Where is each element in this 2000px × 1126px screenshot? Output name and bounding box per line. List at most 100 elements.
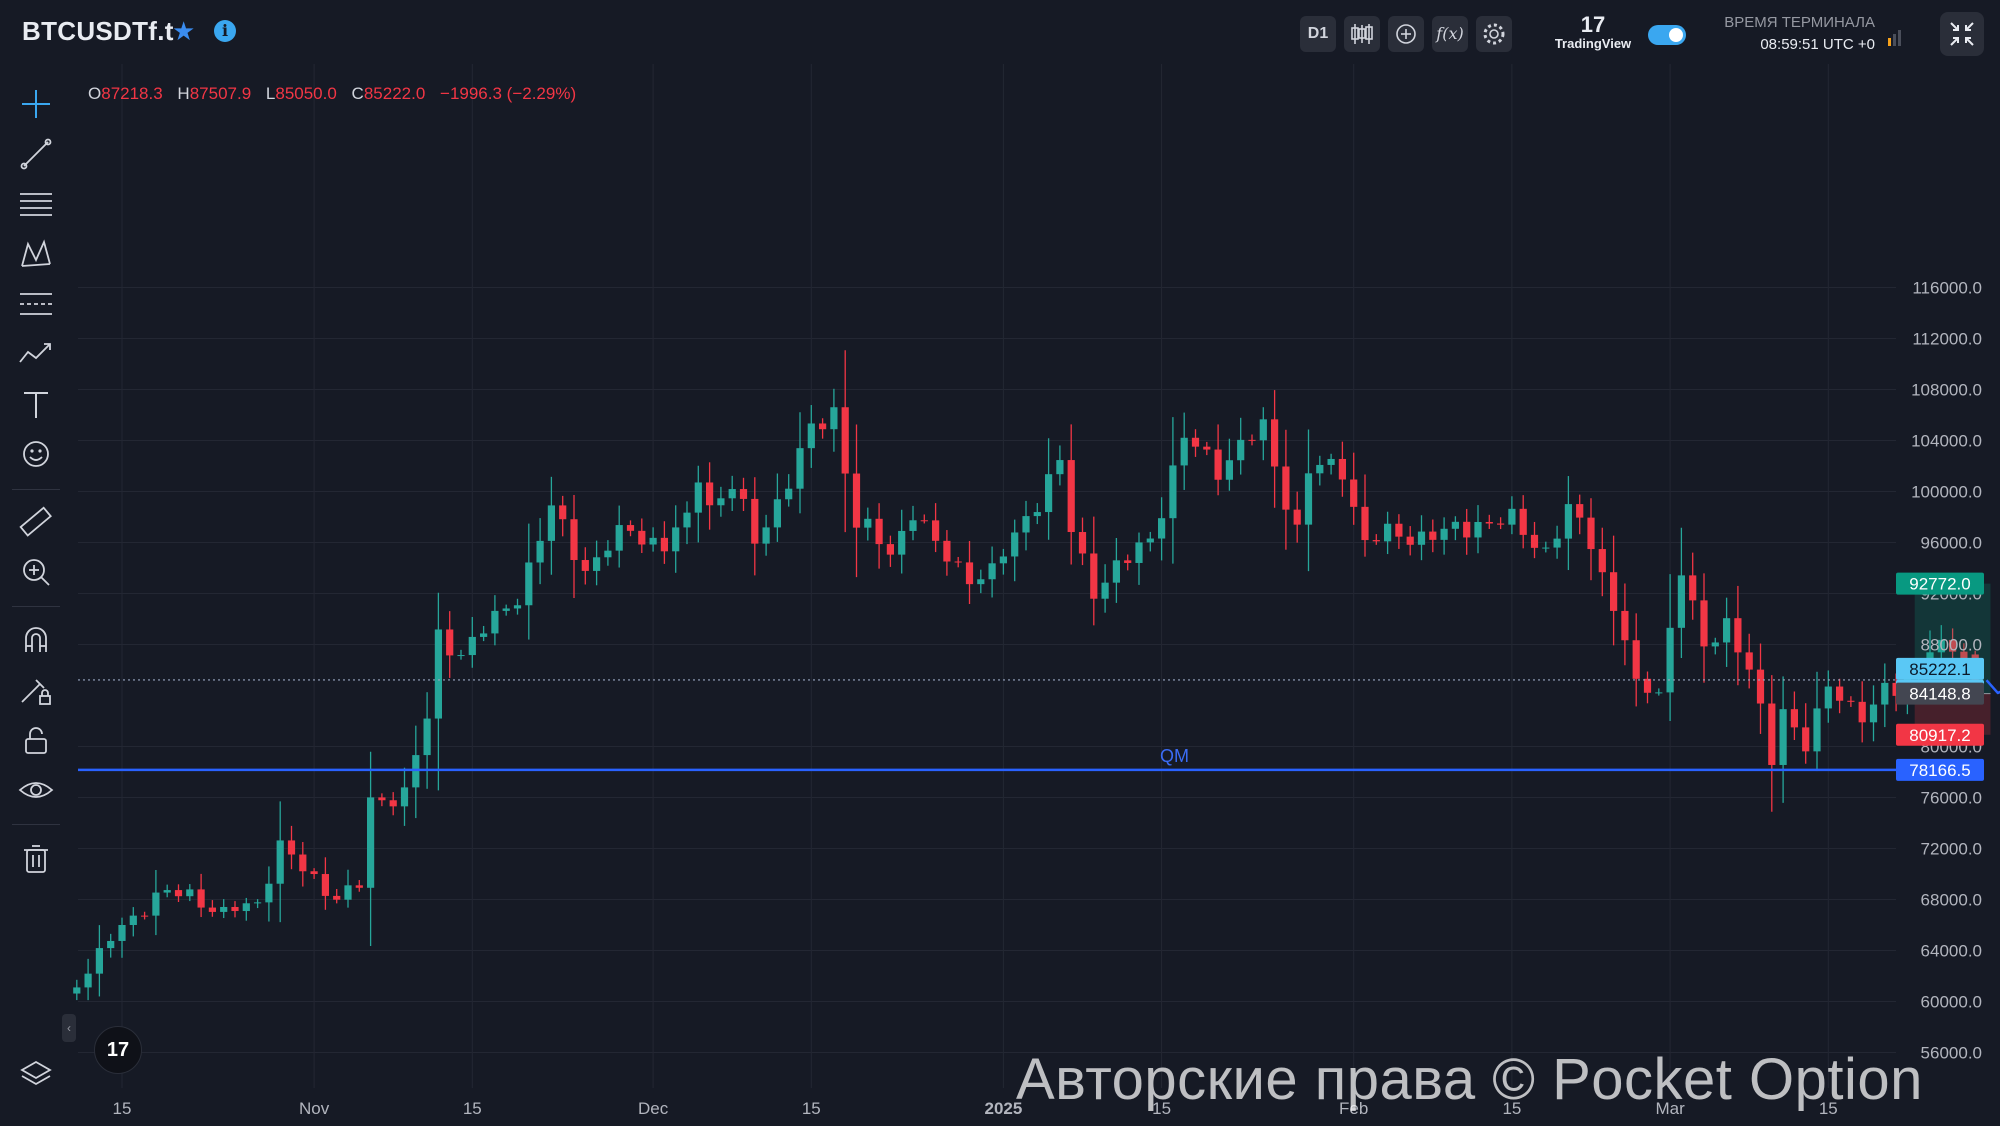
tradingview-badge-icon[interactable]: 17	[94, 1026, 142, 1074]
candle-body	[389, 800, 397, 807]
collapse-toolbar-icon[interactable]: ‹	[62, 1014, 76, 1042]
candle-body	[1169, 465, 1177, 519]
candle-body	[932, 520, 940, 541]
candle-body	[265, 883, 273, 903]
star-icon[interactable]: ★	[172, 16, 196, 46]
candle-body	[920, 520, 928, 522]
candle-body	[559, 505, 567, 520]
candle-body	[1745, 652, 1753, 670]
candle-body	[400, 787, 409, 807]
candles-icon[interactable]	[1344, 16, 1380, 52]
candle-body	[174, 890, 183, 897]
candle-body	[242, 903, 250, 912]
pattern-icon[interactable]	[14, 234, 58, 274]
candle-body	[446, 629, 454, 656]
candle-body	[1361, 506, 1369, 541]
lock-drawing-icon[interactable]	[14, 670, 58, 710]
forecast-icon[interactable]	[14, 334, 58, 374]
candle-body	[1689, 575, 1697, 601]
close-label: C	[351, 84, 364, 103]
candle-body	[1067, 460, 1075, 533]
text-icon[interactable]	[14, 384, 58, 424]
candle-body	[785, 488, 793, 500]
ruler-icon[interactable]	[14, 502, 58, 542]
zoom-in-icon[interactable]	[14, 552, 58, 592]
price-axis-label-text: 85222.1	[1909, 660, 1970, 679]
low-label: L	[265, 84, 276, 103]
candle-body	[1632, 640, 1640, 679]
trend-line-icon[interactable]	[14, 134, 58, 174]
candle-body	[412, 755, 420, 788]
candle-body	[163, 890, 171, 893]
candle-body	[186, 889, 194, 897]
candle-body	[1497, 523, 1505, 525]
low-value: 85050.0	[275, 84, 337, 103]
eye-icon[interactable]	[14, 770, 58, 810]
toggle-switch[interactable]	[1648, 25, 1686, 45]
info-icon[interactable]: i	[214, 20, 236, 42]
trash-icon[interactable]	[14, 838, 58, 878]
candle-body	[254, 902, 262, 904]
high-label: H	[177, 84, 190, 103]
layers-icon[interactable]	[14, 1054, 58, 1094]
candle-body	[796, 448, 804, 489]
candle-body	[1949, 639, 1957, 652]
x-tick-label: Mar	[1655, 1099, 1685, 1118]
candle-body	[547, 505, 555, 541]
price-axis-label	[1896, 758, 1984, 781]
candle-body	[875, 518, 883, 545]
change-value: −1996.3 (−2.29%)	[440, 84, 577, 103]
candle-body	[841, 407, 849, 474]
settings-icon[interactable]	[1476, 16, 1512, 52]
fib-icon[interactable]	[14, 184, 58, 224]
candle-body	[1451, 521, 1459, 529]
candle-body	[513, 605, 522, 609]
candle-body	[706, 482, 714, 506]
candle-body	[220, 906, 228, 912]
indicators-icon[interactable]: f(x)	[1432, 16, 1468, 52]
collapse-fullscreen-icon[interactable]	[1940, 12, 1984, 56]
projection-icon[interactable]	[14, 284, 58, 324]
y-tick-label: 100000.0	[1911, 483, 1982, 502]
magnet-icon[interactable]	[14, 620, 58, 660]
candle-body	[694, 482, 702, 513]
candle-body	[1327, 458, 1335, 465]
candle-body	[141, 915, 149, 917]
candle-body	[1124, 560, 1132, 563]
candle-body	[1440, 528, 1448, 540]
candle-body	[1711, 642, 1719, 647]
candle-body	[1056, 460, 1064, 475]
candle-body	[480, 633, 488, 637]
candle-body	[1881, 682, 1889, 705]
candle-body	[1417, 531, 1426, 545]
candle-body	[367, 797, 375, 888]
timeframe-button[interactable]: D1	[1300, 16, 1336, 52]
brand-name: TradingView	[1554, 36, 1632, 51]
emoji-icon[interactable]	[14, 434, 58, 474]
candle-body	[739, 489, 748, 499]
candle-body	[626, 525, 635, 531]
candle-body	[129, 915, 137, 925]
candle-body	[660, 537, 668, 552]
x-tick-label: Feb	[1339, 1099, 1368, 1118]
terminal-time-title: ВРЕМЯ ТЕРМИНАЛА	[1724, 14, 1875, 31]
open-value: 87218.3	[101, 84, 163, 103]
open-label: O	[88, 84, 102, 103]
candle-body	[751, 498, 759, 544]
top-toolbar: BTCUSDTf.t ★ i D1 f(x) 17 TradingView ВР…	[0, 0, 2000, 64]
x-tick-label: 15	[1819, 1099, 1838, 1118]
ohlc-legend: O87218.3 H87507.9 L85050.0 C85222.0 −199…	[88, 84, 586, 104]
candle-body	[1316, 464, 1324, 474]
add-compare-icon[interactable]	[1388, 16, 1424, 52]
crosshair-icon[interactable]	[14, 84, 58, 124]
price-axis-label	[1896, 723, 1984, 746]
x-tick-label: 15	[802, 1099, 821, 1118]
symbol-title[interactable]: BTCUSDTf.t	[22, 16, 174, 46]
watermark: Авторские права © Pocket Option	[1016, 1047, 1923, 1112]
candle-body	[717, 498, 725, 506]
candle-body	[1090, 553, 1098, 599]
candle-body	[570, 519, 578, 561]
unlock-icon[interactable]	[14, 720, 58, 760]
x-tick-label: 15	[463, 1099, 482, 1118]
